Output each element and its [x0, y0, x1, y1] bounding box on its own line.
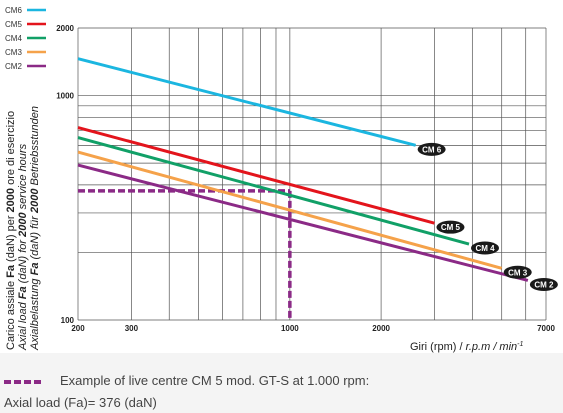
y-axis-label-part: service hours: [17, 143, 29, 212]
x-tick-label: 7000: [537, 324, 555, 333]
series-lines: [77, 57, 529, 282]
x-tick-label: 2000: [372, 324, 390, 333]
series-line-cm5: [77, 126, 435, 225]
series-line-cm6: [77, 57, 417, 147]
x-axis-label: Giri (rpm) / r.p.m / min-1: [410, 341, 523, 353]
example-dash-swatch: [4, 379, 44, 384]
legend-label: CM3: [5, 48, 22, 57]
legend-label: CM5: [5, 20, 22, 29]
y-axis-label: Carico assiale Fa (daN) per 2000 ore di …: [5, 106, 41, 351]
y-tick-label: 2000: [56, 24, 74, 33]
chart-caption: Example of live centre CM 5 mod. GT-S at…: [0, 353, 563, 413]
caption-example-text: Example of live centre CM 5 mod. GT-S at…: [60, 373, 370, 388]
y-axis-label-part: 2000: [5, 188, 17, 212]
series-end-label: CM 4: [475, 244, 495, 253]
series-end-badge: [417, 142, 446, 156]
series-line-cm4: [77, 136, 470, 246]
series-end-label: CM 5: [441, 223, 461, 232]
series-end-badge: [503, 265, 532, 279]
y-axis-label-part: Fa: [17, 286, 29, 299]
x-tick-label: 200: [71, 324, 85, 333]
legend-label: CM4: [5, 34, 22, 43]
y-axis-label-part: (daN) per: [5, 212, 17, 265]
caption-line-2: Axial load (Fa)= 376 (daN): [4, 395, 157, 410]
chart-grid: [77, 27, 547, 321]
series-end-badge: [436, 220, 465, 234]
y-axis-label-part: Carico assiale: [5, 278, 17, 350]
chart-legend: CM6 CM5 CM4 CM3 CM2: [5, 6, 46, 71]
series-end-label: CM 6: [422, 145, 442, 154]
x-axis-label-part: Giri (rpm) /: [410, 341, 466, 353]
tick-labels: 200 300 1000 2000 7000 100 1000 2000: [56, 24, 555, 333]
y-axis-label-part: Fa: [5, 264, 17, 278]
series-end-labels: CM 6 CM 5 CM 4 CM 3 CM 2: [417, 142, 558, 291]
x-axis-label-part: -1: [517, 341, 523, 348]
caption-line-1: Example of live centre CM 5 mod. GT-S at…: [4, 373, 369, 388]
x-tick-label: 300: [125, 324, 139, 333]
y-axis-label-part: ore di esercizio: [5, 111, 17, 188]
series-end-label: CM 3: [508, 268, 528, 277]
y-axis-label-line: Carico assiale Fa (daN) per 2000 ore di …: [5, 111, 17, 350]
y-axis-label-part: (daN) für: [29, 213, 41, 263]
series-end-badge: [529, 277, 558, 291]
y-axis-label-line: Axialbelastung Fa (daN) für 2000 Betrieb…: [29, 106, 41, 351]
y-axis-label-part: 2000: [29, 188, 41, 214]
series-end-label: CM 2: [534, 280, 554, 289]
y-tick-label: 100: [61, 316, 75, 325]
legend-label: CM2: [5, 62, 22, 71]
x-axis-label-part: r.p.m / min: [466, 341, 518, 353]
x-tick-label: 1000: [281, 324, 299, 333]
series-line-cm2: [77, 163, 529, 282]
y-axis-label-part: Fa: [29, 263, 41, 276]
y-axis-label-part: Axial load: [17, 299, 29, 351]
y-axis-label-line: Axial load Fa (daN) for 2000 service hou…: [17, 143, 29, 351]
y-axis-label-part: (daN) for: [17, 237, 29, 287]
series-end-badge: [471, 241, 500, 255]
axial-load-chart: CM 6 CM 5 CM 4 CM 3 CM 2 CM6 CM5 CM4 CM3 CM2 200…: [5, 6, 558, 353]
y-axis-label-part: 2000: [17, 212, 29, 238]
legend-label: CM6: [5, 6, 22, 15]
y-tick-label: 1000: [56, 92, 74, 101]
series-line-cm3: [77, 150, 503, 270]
y-axis-label-part: Betriebsstunden: [29, 106, 41, 189]
y-axis-label-part: Axialbelastung: [29, 275, 41, 351]
